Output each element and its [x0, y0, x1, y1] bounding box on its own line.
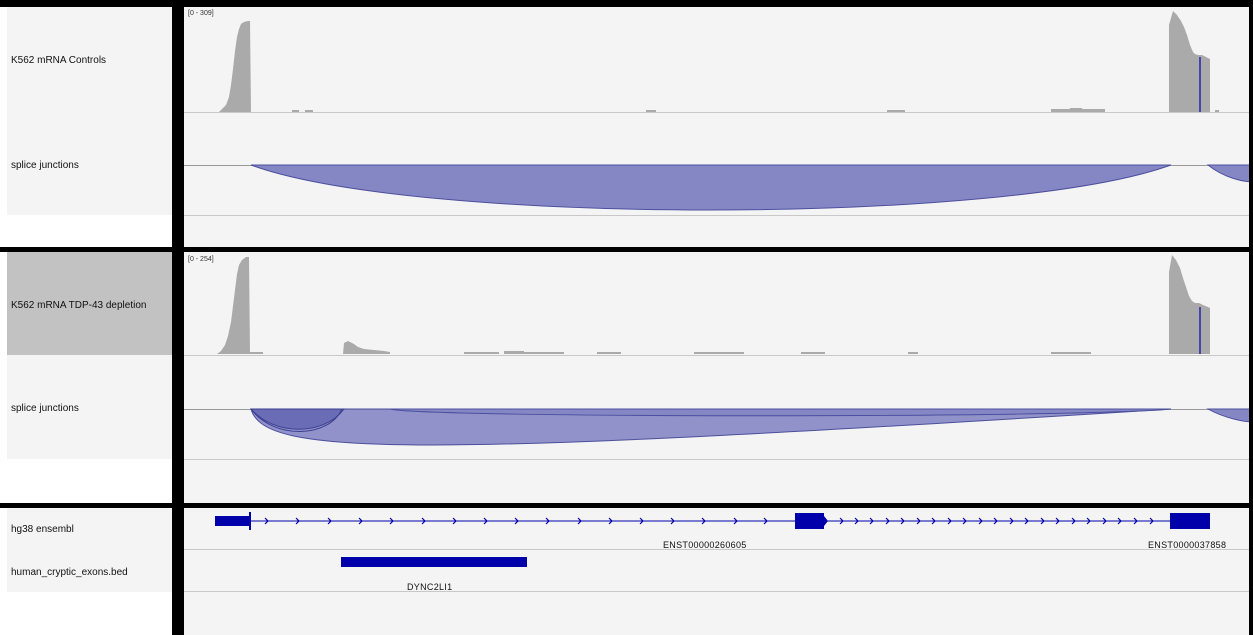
coverage-read [801, 352, 825, 354]
coverage-read [504, 351, 524, 354]
selected-track-highlight[interactable] [7, 252, 172, 355]
junction-track-name[interactable]: splice junctions [11, 160, 79, 171]
coverage-read [524, 352, 564, 354]
track-name-panel-controls [7, 7, 172, 247]
coverage-peak-right [1169, 255, 1210, 354]
strand-arrows [264, 517, 1154, 525]
track-separator [184, 591, 1249, 592]
cryptic-exon-label[interactable]: DYNC2LI1 [407, 582, 453, 592]
track-name-bg-white-2 [7, 459, 172, 503]
track-separator [184, 355, 1249, 356]
coverage-read [1215, 110, 1219, 112]
bed-track-name[interactable]: human_cryptic_exons.bed [11, 567, 128, 578]
splice-junction-arc [250, 408, 343, 432]
coverage-read [887, 110, 905, 112]
panel-divider-2[interactable] [0, 503, 1253, 508]
coverage-read [305, 110, 313, 112]
exon [795, 513, 824, 529]
coverage-read [1070, 108, 1082, 110]
coverage-track-name[interactable]: K562 mRNA Controls [11, 55, 107, 66]
exon [1170, 513, 1210, 529]
right-border [1249, 0, 1253, 635]
feature-panel-bottom-white [7, 592, 172, 635]
splice-junction-arc [389, 408, 1172, 417]
name-data-divider[interactable] [172, 0, 184, 635]
exon-start-tick [249, 512, 251, 530]
junction-plot-controls[interactable] [184, 158, 1249, 218]
junction-plot-tdp43[interactable] [184, 402, 1249, 462]
coverage-plot-controls[interactable] [184, 7, 1249, 113]
coverage-read [292, 110, 299, 112]
top-border [0, 0, 1253, 7]
track-separator [184, 215, 1249, 216]
splice-junction-arc [250, 164, 1172, 211]
coverage-read [464, 352, 499, 354]
coverage-read [1051, 109, 1105, 112]
exon-utr [215, 516, 250, 526]
coverage-cryptic-peak [343, 341, 390, 354]
coverage-read [908, 352, 918, 354]
feature-data-panel[interactable] [184, 508, 1249, 635]
coverage-track-name[interactable]: K562 mRNA TDP-43 depletion [11, 300, 147, 311]
coverage-read [694, 352, 744, 354]
track-separator [184, 549, 1249, 550]
track-separator [184, 112, 1249, 113]
data-panel-controls-bottom [184, 215, 1249, 247]
coverage-read [646, 110, 656, 112]
gene-model-track[interactable] [184, 508, 1249, 550]
track-name-bg-white-1 [7, 215, 172, 247]
cryptic-exon-feature[interactable] [341, 557, 527, 567]
coverage-peak-left [219, 21, 251, 112]
feature-track-name-panel [7, 508, 172, 592]
coverage-peak-right [1169, 11, 1210, 112]
coverage-read [597, 352, 621, 354]
splice-junction-arc-partial [1206, 408, 1249, 423]
data-panel-tdp43[interactable] [184, 252, 1249, 503]
splice-junction-arc [249, 408, 345, 430]
transcript-label[interactable]: ENST00000260605 [663, 540, 747, 550]
coverage-data-range: [0 - 309] [188, 10, 214, 17]
splice-junction-arc-partial [1206, 164, 1249, 183]
junction-track-name[interactable]: splice junctions [11, 403, 79, 414]
panel-divider-1[interactable] [0, 247, 1253, 252]
coverage-data-range: [0 - 254] [188, 256, 214, 263]
exon-cap [824, 516, 828, 526]
transcript-label[interactable]: ENST0000037858 [1148, 540, 1227, 550]
coverage-read [250, 352, 263, 354]
coverage-read [1051, 352, 1091, 354]
splice-junction-arc [250, 408, 1172, 446]
coverage-peak-left [217, 257, 250, 354]
track-separator [184, 459, 1249, 460]
coverage-plot-tdp43[interactable] [184, 252, 1249, 355]
gene-track-name[interactable]: hg38 ensembl [11, 524, 74, 535]
